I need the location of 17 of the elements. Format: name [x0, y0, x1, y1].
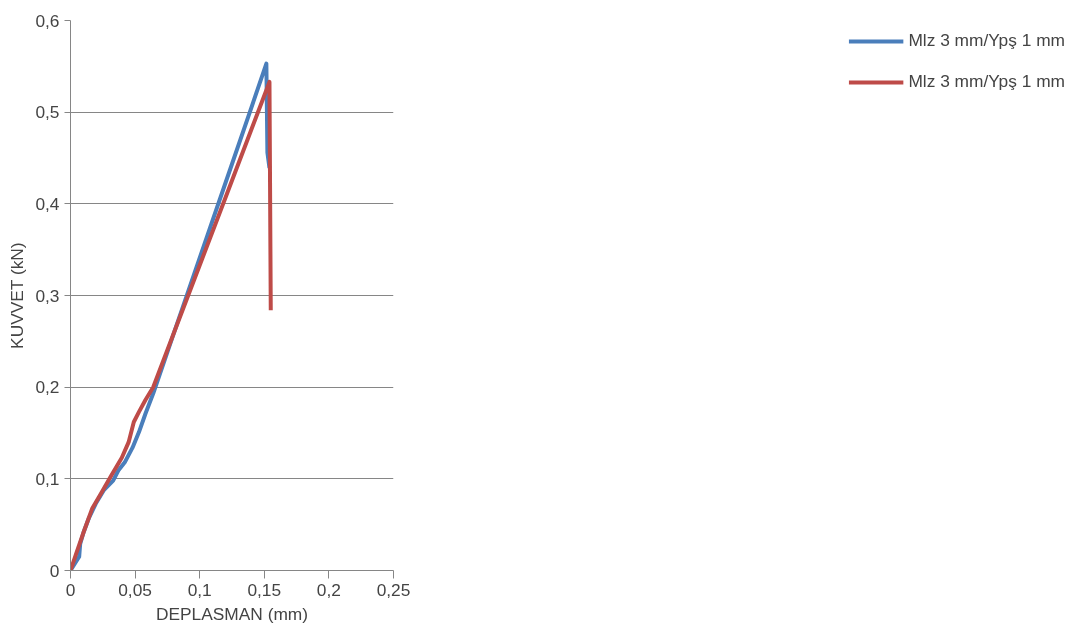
y-axis-title: KUVVET (kN) — [7, 242, 28, 349]
y-tick-label: 0,5 — [35, 102, 60, 123]
legend-label: Mlz 3 mm/Ypş 1 mm — [908, 30, 1065, 51]
y-tick-label: 0,1 — [35, 468, 60, 489]
legend-label: Mlz 3 mm/Ypş 1 mm — [908, 71, 1065, 92]
x-tick-label: 0,05 — [118, 579, 152, 600]
y-tick-label: 0,3 — [35, 285, 60, 306]
x-tick-label: 0,25 — [376, 579, 411, 600]
y-tick-label: 0 — [49, 560, 60, 581]
y-tick-label: 0,2 — [35, 377, 60, 398]
x-tick-label: 0,1 — [187, 579, 212, 600]
x-tick-label: 0,15 — [247, 579, 282, 600]
x-tick-label: 0,2 — [316, 579, 341, 600]
x-axis-title: DEPLASMAN (mm) — [155, 603, 309, 624]
y-tick-label: 0,4 — [35, 193, 60, 214]
x-tick-label: 0 — [65, 579, 76, 600]
y-tick-label: 0,6 — [35, 10, 60, 31]
